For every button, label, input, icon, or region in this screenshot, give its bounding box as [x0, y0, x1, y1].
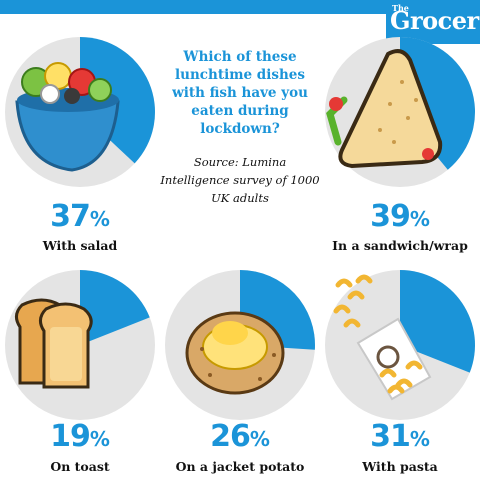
category-label: With pasta [362, 459, 438, 474]
data-label-unit: % [249, 427, 270, 451]
category-label: On toast [50, 459, 110, 474]
data-label-value: 31% [320, 420, 480, 456]
data-label-unit: % [89, 207, 110, 231]
data-label-number: 31 [370, 419, 411, 454]
pie-slice [400, 37, 476, 170]
pie-slice [400, 270, 475, 373]
pie-2 [325, 37, 476, 187]
data-label-value: 37% [0, 200, 160, 236]
data-label-value: 39% [320, 200, 480, 236]
data-label-number: 39 [370, 199, 411, 234]
pie-4 [165, 270, 315, 420]
data-label-unit: % [409, 427, 430, 451]
pie-5 [325, 270, 475, 420]
salad-bowl-icon [15, 62, 120, 172]
sandwich-icon [326, 49, 443, 169]
pasta-icon [333, 274, 432, 401]
data-label-number: 19 [50, 419, 91, 454]
category-label: With salad [42, 238, 118, 253]
jacket-potato-icon [185, 311, 285, 395]
data-label-value: 26% [160, 420, 320, 456]
brand-logo-the: The [392, 3, 409, 13]
chart-title: Which of these lunchtime dishes with fis… [172, 49, 308, 137]
toast-icon [15, 298, 93, 389]
brand-logo: The Grocer [386, 0, 480, 44]
data-label-unit: % [89, 427, 110, 451]
data-label-number: 37 [50, 199, 91, 234]
header-band [0, 0, 480, 14]
data-label-unit: % [409, 207, 430, 231]
chart-source: Source: Lumina Intelligence survey of 10… [160, 155, 320, 205]
pie-1 [5, 37, 155, 187]
category-label: In a sandwich/wrap [332, 238, 468, 253]
header-bar: The Grocer [0, 0, 480, 44]
brand-logo-name: Grocer [390, 6, 479, 35]
data-label-value: 19% [0, 420, 160, 456]
pie-3 [5, 270, 155, 420]
pie-slice [80, 270, 150, 345]
data-label-number: 26 [210, 419, 251, 454]
category-label: On a jacket potato [175, 459, 305, 474]
